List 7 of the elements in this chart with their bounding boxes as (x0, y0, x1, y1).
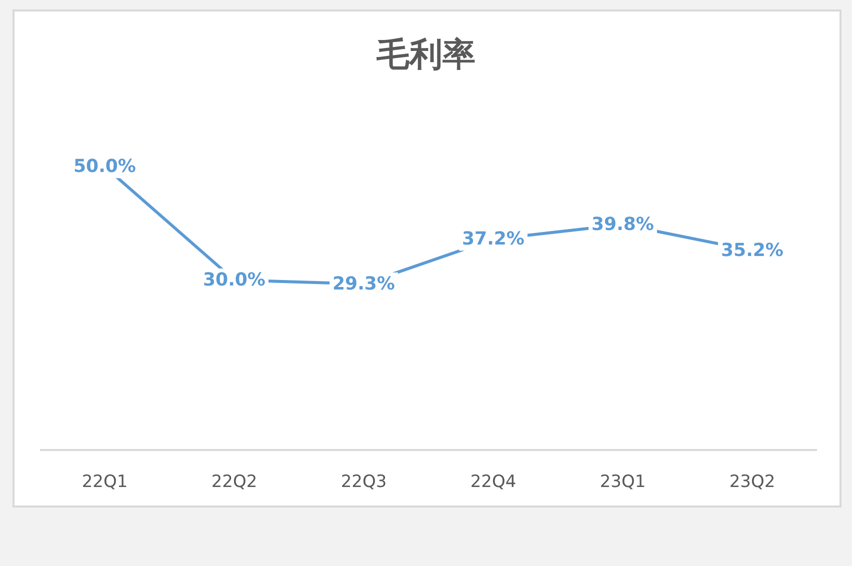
title: 毛利率 (376, 34, 476, 74)
x-tick-label: 22Q1 (82, 472, 128, 492)
x-tick-label: 23Q2 (729, 472, 776, 492)
x-tick-label: 22Q4 (470, 472, 516, 492)
x-tick-label: 22Q3 (340, 472, 387, 492)
x-tick-label: 23Q1 (600, 472, 646, 492)
x-tick-label: 22Q2 (211, 472, 258, 492)
